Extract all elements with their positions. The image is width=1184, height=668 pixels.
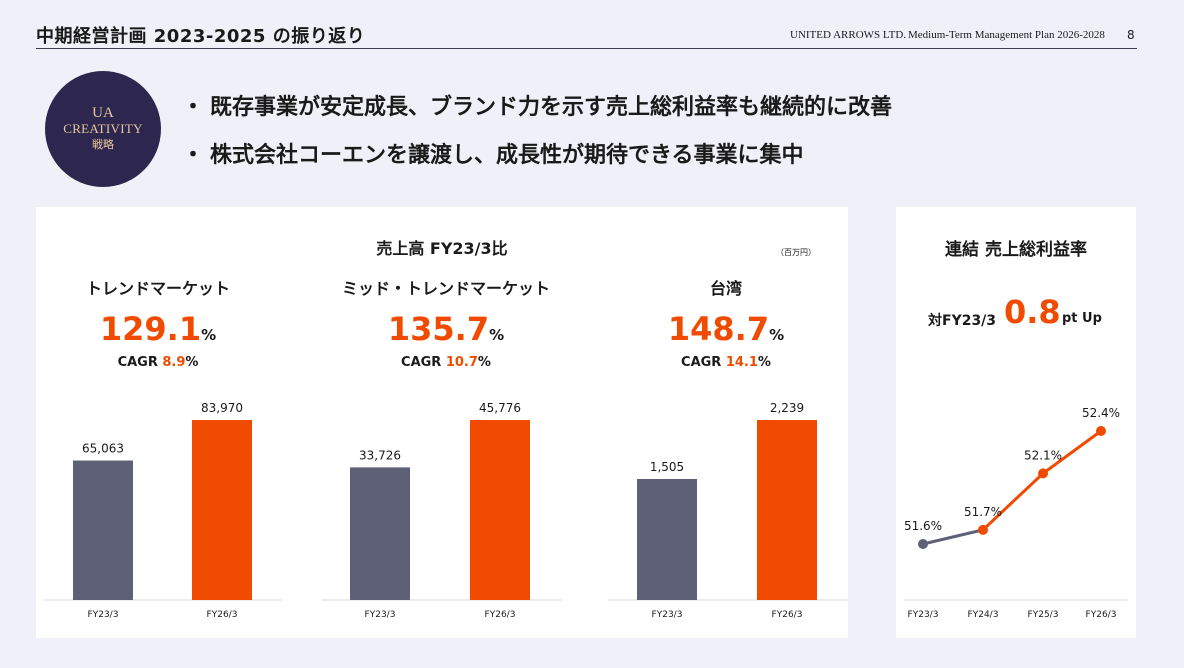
bar-value-label: 1,505 bbox=[650, 460, 684, 474]
gross-margin-line-chart: 51.6% FY23/3 51.7% FY24/3 52.1% FY25/3 52.4% FY… bbox=[904, 406, 1128, 620]
summary-bullets: ・既存事業が安定成長、ブランド力を示す売上総利益率も継続的に改善 ・株式会社コー… bbox=[182, 92, 892, 188]
badge-line2: CREATIVITY bbox=[63, 121, 143, 136]
bar-value-label: 83,970 bbox=[201, 401, 243, 415]
bar bbox=[637, 479, 697, 600]
segment-growth: 135.7% bbox=[346, 310, 546, 348]
margin-vs-label: 対FY23/3 bbox=[928, 313, 997, 329]
x-tick-label: FY26/3 bbox=[207, 610, 238, 620]
bullet-text: 既存事業が安定成長、ブランド力を示す売上総利益率も継続的に改善 bbox=[210, 95, 893, 120]
segment-cagr: CAGR 14.1% bbox=[626, 355, 826, 370]
data-point-label: 51.6% bbox=[904, 519, 942, 533]
bullet-item: ・株式会社コーエンを譲渡し、成長性が期待できる事業に集中 bbox=[182, 140, 892, 188]
x-tick-label: FY26/3 bbox=[1086, 610, 1117, 620]
segment-name: トレンドマーケット bbox=[85, 279, 230, 298]
data-point bbox=[978, 524, 988, 535]
data-point-label: 52.1% bbox=[1024, 448, 1062, 462]
data-point bbox=[1038, 468, 1048, 479]
header-divider bbox=[36, 48, 1137, 49]
segment-growth-value: 148.7 bbox=[667, 310, 770, 348]
gross-margin-panel: 連結 売上総利益率 対FY23/3 0.8 pt Up 51.6% FY23/3 5… bbox=[896, 207, 1136, 638]
segment-growth: 148.7% bbox=[626, 310, 826, 348]
series-line-segment bbox=[922, 528, 984, 546]
plan-name: Medium-Term Management Plan 2026-2028 bbox=[908, 29, 1105, 41]
bar-value-label: 45,776 bbox=[479, 401, 521, 415]
bullet-text: 株式会社コーエンを譲渡し、成長性が期待できる事業に集中 bbox=[210, 143, 804, 168]
unit-note: （百万円） bbox=[776, 248, 816, 257]
margin-delta-value: 0.8 bbox=[1004, 293, 1061, 331]
x-tick-label: FY26/3 bbox=[485, 610, 516, 620]
strategy-badge: UA CREATIVITY 戦略 bbox=[45, 71, 161, 187]
segment-name: ミッド・トレンドマーケット bbox=[341, 279, 550, 298]
x-tick-label: FY23/3 bbox=[88, 610, 119, 620]
x-tick-label: FY23/3 bbox=[652, 610, 683, 620]
bar bbox=[350, 467, 410, 600]
cagr-unit: % bbox=[757, 355, 771, 370]
segment-name: 台湾 bbox=[709, 279, 742, 298]
x-tick-label: FY23/3 bbox=[908, 610, 939, 620]
cagr-label: CAGR bbox=[117, 355, 163, 370]
data-point bbox=[1096, 426, 1106, 436]
cagr-value: 8.9 bbox=[162, 355, 186, 370]
data-point-label: 51.7% bbox=[964, 505, 1002, 519]
segment-cagr: CAGR 8.9% bbox=[58, 355, 258, 370]
badge-line1: UA bbox=[92, 105, 114, 121]
bar-value-label: 33,726 bbox=[359, 448, 401, 462]
x-tick-label: FY23/3 bbox=[365, 610, 396, 620]
segment-growth: 129.1% bbox=[58, 310, 258, 348]
bar bbox=[470, 420, 530, 600]
sales-panel: 売上高 FY23/3比 （百万円） トレンドマーケット 129.1% CAGR … bbox=[36, 207, 848, 638]
bar bbox=[73, 460, 133, 600]
segment-growth-unit: % bbox=[201, 326, 217, 344]
page-number: 8 bbox=[1127, 28, 1135, 42]
bullet-dot-icon: ・ bbox=[182, 95, 205, 120]
x-tick-label: FY25/3 bbox=[1028, 610, 1059, 620]
x-tick-label: FY26/3 bbox=[772, 610, 803, 620]
data-point-label: 52.4% bbox=[1082, 406, 1120, 420]
bar bbox=[192, 420, 252, 600]
margin-delta-unit: pt Up bbox=[1062, 311, 1102, 326]
bar-value-label: 65,063 bbox=[82, 442, 124, 456]
sales-title: 売上高 FY23/3比 bbox=[376, 239, 508, 258]
bullet-item: ・既存事業が安定成長、ブランド力を示す売上総利益率も継続的に改善 bbox=[182, 92, 892, 140]
margin-title: 連結 売上総利益率 bbox=[945, 240, 1087, 260]
badge-line3: 戦略 bbox=[92, 138, 114, 151]
segment-growth-unit: % bbox=[489, 326, 505, 344]
segment-growth-value: 135.7 bbox=[387, 310, 490, 348]
segment-growth-value: 129.1 bbox=[99, 310, 202, 348]
segment-growth-unit: % bbox=[769, 326, 785, 344]
page-title: 中期経営計画 2023-2025 の振り返り bbox=[36, 26, 366, 47]
bar-value-label: 2,239 bbox=[770, 401, 804, 415]
cagr-unit: % bbox=[185, 355, 199, 370]
cagr-value: 14.1 bbox=[725, 355, 758, 370]
segment-cagr: CAGR 10.7% bbox=[346, 355, 546, 370]
company-name: UNITED ARROWS LTD. bbox=[790, 29, 907, 41]
sales-bar-charts: 65,063 FY23/3 83,970 FY26/3 33,726 FY23/3 45,7… bbox=[44, 401, 848, 620]
cagr-label: CAGR bbox=[681, 355, 726, 370]
cagr-label: CAGR bbox=[401, 355, 446, 370]
cagr-value: 10.7 bbox=[445, 355, 478, 370]
bar bbox=[757, 420, 817, 600]
x-tick-label: FY24/3 bbox=[968, 610, 999, 620]
data-point bbox=[918, 539, 928, 549]
cagr-unit: % bbox=[477, 355, 491, 370]
bullet-dot-icon: ・ bbox=[182, 143, 205, 168]
